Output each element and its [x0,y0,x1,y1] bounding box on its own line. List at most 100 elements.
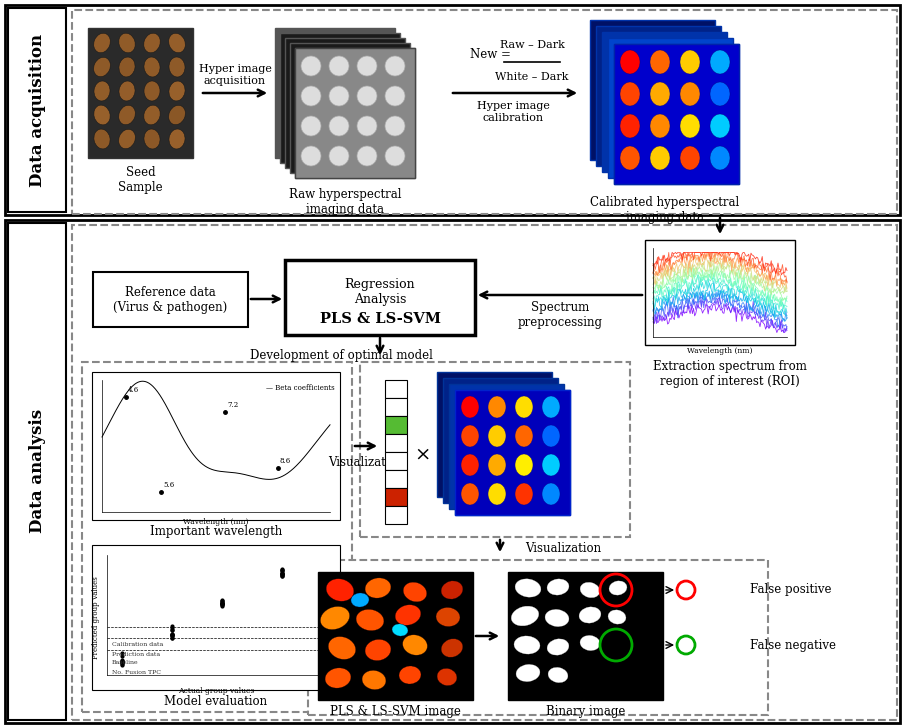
Point [275,565,290,577]
Ellipse shape [680,146,700,170]
Ellipse shape [579,607,601,623]
Text: Analysis: Analysis [354,293,406,306]
Point [275,567,290,579]
Ellipse shape [356,609,384,630]
Point [165,632,179,644]
Text: Raw – Dark: Raw – Dark [500,40,565,50]
Text: Hyper image
calibration: Hyper image calibration [477,101,549,123]
Ellipse shape [609,581,627,595]
Bar [290,43,410,173]
Ellipse shape [710,114,730,138]
Text: 8.6: 8.6 [280,457,291,465]
Bar [437,372,552,497]
Circle shape [301,116,321,136]
Ellipse shape [620,50,640,74]
Ellipse shape [399,666,421,684]
Bar [596,26,721,166]
Text: PLS & LS-SVM: PLS & LS-SVM [319,312,441,326]
Ellipse shape [548,668,568,683]
Point [165,630,179,641]
Ellipse shape [119,130,136,149]
Text: Calibration data: Calibration data [112,643,163,647]
Point [214,598,229,609]
Point [115,657,129,668]
Bar [614,44,739,184]
Ellipse shape [461,483,479,505]
Point [275,563,290,575]
Text: Model evaluation: Model evaluation [165,695,268,708]
Point [275,569,290,580]
Ellipse shape [620,114,640,138]
Circle shape [357,146,377,166]
Ellipse shape [515,483,533,505]
Ellipse shape [395,605,421,625]
Ellipse shape [144,33,160,53]
Bar [88,28,193,158]
Ellipse shape [680,82,700,106]
Point [214,598,229,609]
Bar [82,362,352,712]
Ellipse shape [511,606,538,626]
Point [115,647,129,659]
Text: White – Dark: White – Dark [495,72,568,82]
Text: Visualization: Visualization [328,456,404,469]
Point [214,598,229,609]
Ellipse shape [620,82,640,106]
Ellipse shape [329,636,356,660]
Ellipse shape [144,129,160,149]
Ellipse shape [93,58,110,76]
Bar [608,38,733,178]
Bar [385,434,407,452]
Bar [614,44,739,184]
Bar [92,372,340,520]
Point [115,656,129,668]
Bar [308,560,768,715]
Bar [93,272,248,327]
Bar [508,572,663,700]
Ellipse shape [680,114,700,138]
Text: 4.6: 4.6 [128,387,138,395]
Point [214,594,229,606]
Point [214,595,229,606]
Ellipse shape [144,105,160,124]
Circle shape [301,56,321,76]
Ellipse shape [580,582,600,598]
Bar [285,260,475,335]
Ellipse shape [710,50,730,74]
Bar [360,362,630,537]
Ellipse shape [580,636,600,651]
Bar [385,380,407,398]
Ellipse shape [437,668,457,686]
Text: Data analysis: Data analysis [28,409,45,533]
Bar [443,378,558,503]
Text: Visualization: Visualization [525,542,601,555]
Circle shape [301,146,321,166]
Ellipse shape [488,396,506,418]
Circle shape [385,146,405,166]
Bar [275,28,395,158]
Ellipse shape [710,82,730,106]
Bar [455,390,570,515]
Text: Raw hyperspectral
imaging data: Raw hyperspectral imaging data [289,188,401,216]
Text: Predicted group Values: Predicted group Values [92,576,100,659]
Text: False negative: False negative [750,638,836,652]
Ellipse shape [547,579,569,595]
Point [165,625,179,636]
Text: Binary image: Binary image [546,705,625,718]
Circle shape [357,86,377,106]
Point [165,628,179,640]
Text: Hyper image
acquisition: Hyper image acquisition [198,64,272,86]
Point [214,598,229,609]
Bar [72,225,897,720]
Text: Data acquisition: Data acquisition [28,33,45,186]
Ellipse shape [403,635,427,655]
Point [275,567,290,579]
Text: Prediction data: Prediction data [112,652,160,657]
Bar [590,20,715,160]
Ellipse shape [441,581,462,599]
Ellipse shape [119,81,135,101]
Text: Seed
Sample: Seed Sample [119,166,163,194]
Ellipse shape [650,50,670,74]
Text: Important wavelength: Important wavelength [150,525,282,538]
Ellipse shape [119,33,135,53]
